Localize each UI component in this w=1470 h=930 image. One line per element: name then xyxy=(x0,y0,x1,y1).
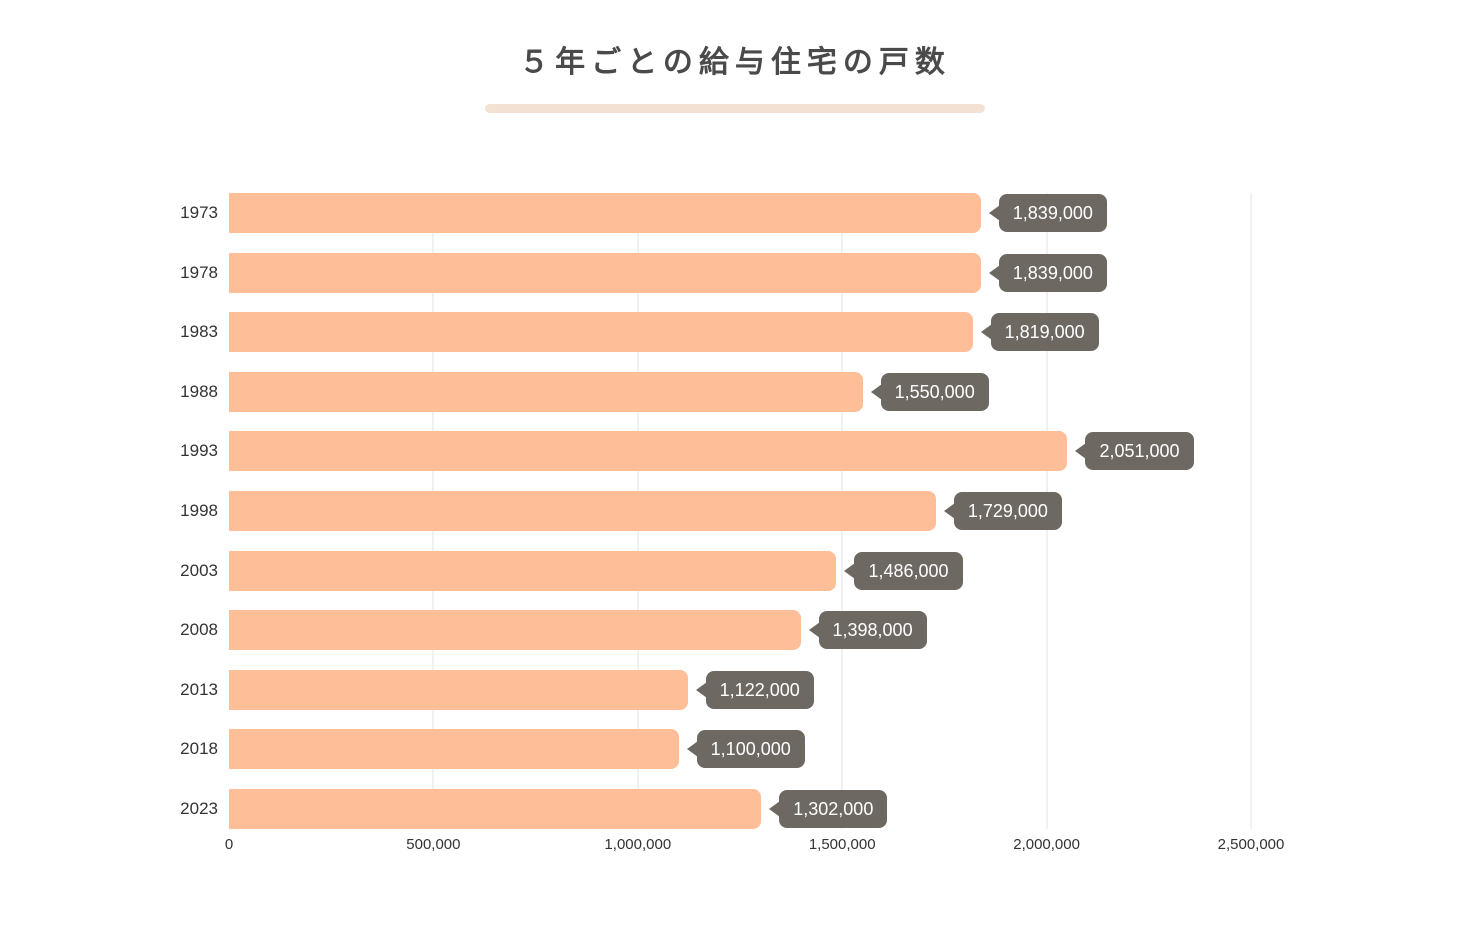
tooltip-arrow-icon xyxy=(943,502,955,519)
value-tooltip: 1,100,000 xyxy=(686,730,805,769)
y-axis-category-label: 1998 xyxy=(180,500,218,520)
x-axis: 0 500,000 1,000,000 1,500,000 2,000,000 2,500… xyxy=(225,836,1285,856)
y-axis-category-label: 2008 xyxy=(180,620,218,640)
value-tooltip: 1,729,000 xyxy=(943,491,1062,530)
tooltip-arrow-icon xyxy=(695,681,707,698)
bar xyxy=(229,610,801,651)
bar xyxy=(229,729,679,770)
value-tooltip: 1,486,000 xyxy=(844,551,963,590)
bar xyxy=(229,312,973,353)
value-label: 1,839,000 xyxy=(998,253,1107,292)
value-label: 1,819,000 xyxy=(990,313,1099,352)
x-axis-tick-label: 2,500,000 xyxy=(1217,836,1285,853)
chart-row: 2003 1,486,000 xyxy=(180,550,1251,591)
x-axis-tick-label: 2,000,000 xyxy=(1013,836,1080,853)
y-axis-category-label: 2003 xyxy=(180,560,218,580)
chart-row: 1988 1,550,000 xyxy=(180,371,1251,412)
value-label: 1,122,000 xyxy=(705,670,814,709)
tooltip-arrow-icon xyxy=(769,800,781,817)
value-tooltip: 1,550,000 xyxy=(870,372,989,411)
chart-row: 1973 1,839,000 xyxy=(180,193,1251,233)
value-label: 1,839,000 xyxy=(998,194,1107,232)
value-tooltip: 2,051,000 xyxy=(1075,432,1194,471)
bar xyxy=(229,193,981,233)
chart-row: 1978 1,839,000 xyxy=(180,252,1251,293)
y-axis-category-label: 2013 xyxy=(180,679,218,699)
bar xyxy=(229,431,1068,472)
y-axis-category-label: 1983 xyxy=(180,322,218,342)
value-label: 1,398,000 xyxy=(818,611,927,650)
value-tooltip: 1,302,000 xyxy=(769,789,888,828)
tooltip-arrow-icon xyxy=(988,264,1000,281)
bar xyxy=(229,788,762,829)
bar xyxy=(229,550,837,591)
tooltip-arrow-icon xyxy=(980,324,992,341)
value-label: 2,051,000 xyxy=(1085,432,1194,471)
bar xyxy=(229,371,863,412)
value-tooltip: 1,819,000 xyxy=(980,313,1099,352)
y-axis-category-label: 1978 xyxy=(180,262,218,282)
chart-row: 2018 1,100,000 xyxy=(180,729,1251,770)
x-axis-tick-label: 500,000 xyxy=(406,836,461,853)
y-axis-category-label: 1988 xyxy=(180,381,218,401)
value-label: 1,486,000 xyxy=(854,551,963,590)
bar-chart-plot-area: 1973 1,839,000 1978 1,839,000 1983 1,819,000 1… xyxy=(180,193,1252,829)
gridline xyxy=(1250,193,1252,829)
chart-row: 1998 1,729,000 xyxy=(180,490,1251,531)
chart-header: ５年ごとの給与住宅の戸数 xyxy=(0,0,1470,113)
bar xyxy=(229,490,936,531)
chart-row: 1993 2,051,000 xyxy=(180,431,1251,472)
bar xyxy=(229,669,688,710)
chart-row: 2008 1,398,000 xyxy=(180,610,1251,651)
chart-title: ５年ごとの給与住宅の戸数 xyxy=(519,46,951,79)
y-axis-category-label: 2023 xyxy=(180,798,218,818)
y-axis-category-label: 1993 xyxy=(180,441,218,461)
x-axis-tick-label: 0 xyxy=(224,836,234,853)
value-label: 1,302,000 xyxy=(779,789,888,828)
chart-row: 1983 1,819,000 xyxy=(180,312,1251,353)
tooltip-arrow-icon xyxy=(870,383,882,400)
x-axis-tick-label: 1,000,000 xyxy=(604,836,672,853)
tooltip-arrow-icon xyxy=(808,622,820,639)
value-tooltip: 1,839,000 xyxy=(988,253,1107,292)
value-tooltip: 1,839,000 xyxy=(988,194,1107,232)
value-label: 1,729,000 xyxy=(953,491,1062,530)
value-label: 1,550,000 xyxy=(880,372,989,411)
chart-row: 2023 1,302,000 xyxy=(180,788,1251,829)
tooltip-arrow-icon xyxy=(1075,443,1087,460)
value-tooltip: 1,398,000 xyxy=(808,611,927,650)
x-axis-tick-label: 1,500,000 xyxy=(808,836,876,853)
tooltip-arrow-icon xyxy=(844,562,856,579)
title-underline-decoration xyxy=(485,104,985,113)
tooltip-arrow-icon xyxy=(686,741,698,758)
tooltip-arrow-icon xyxy=(988,205,1000,221)
chart-row: 2013 1,122,000 xyxy=(180,669,1251,710)
y-axis-category-label: 1973 xyxy=(180,203,218,222)
y-axis-category-label: 2018 xyxy=(180,739,218,759)
bar xyxy=(229,252,981,293)
value-label: 1,100,000 xyxy=(696,730,805,769)
value-tooltip: 1,122,000 xyxy=(695,670,814,709)
bar-rows: 1973 1,839,000 1978 1,839,000 1983 1,819,000 1… xyxy=(180,193,1251,829)
